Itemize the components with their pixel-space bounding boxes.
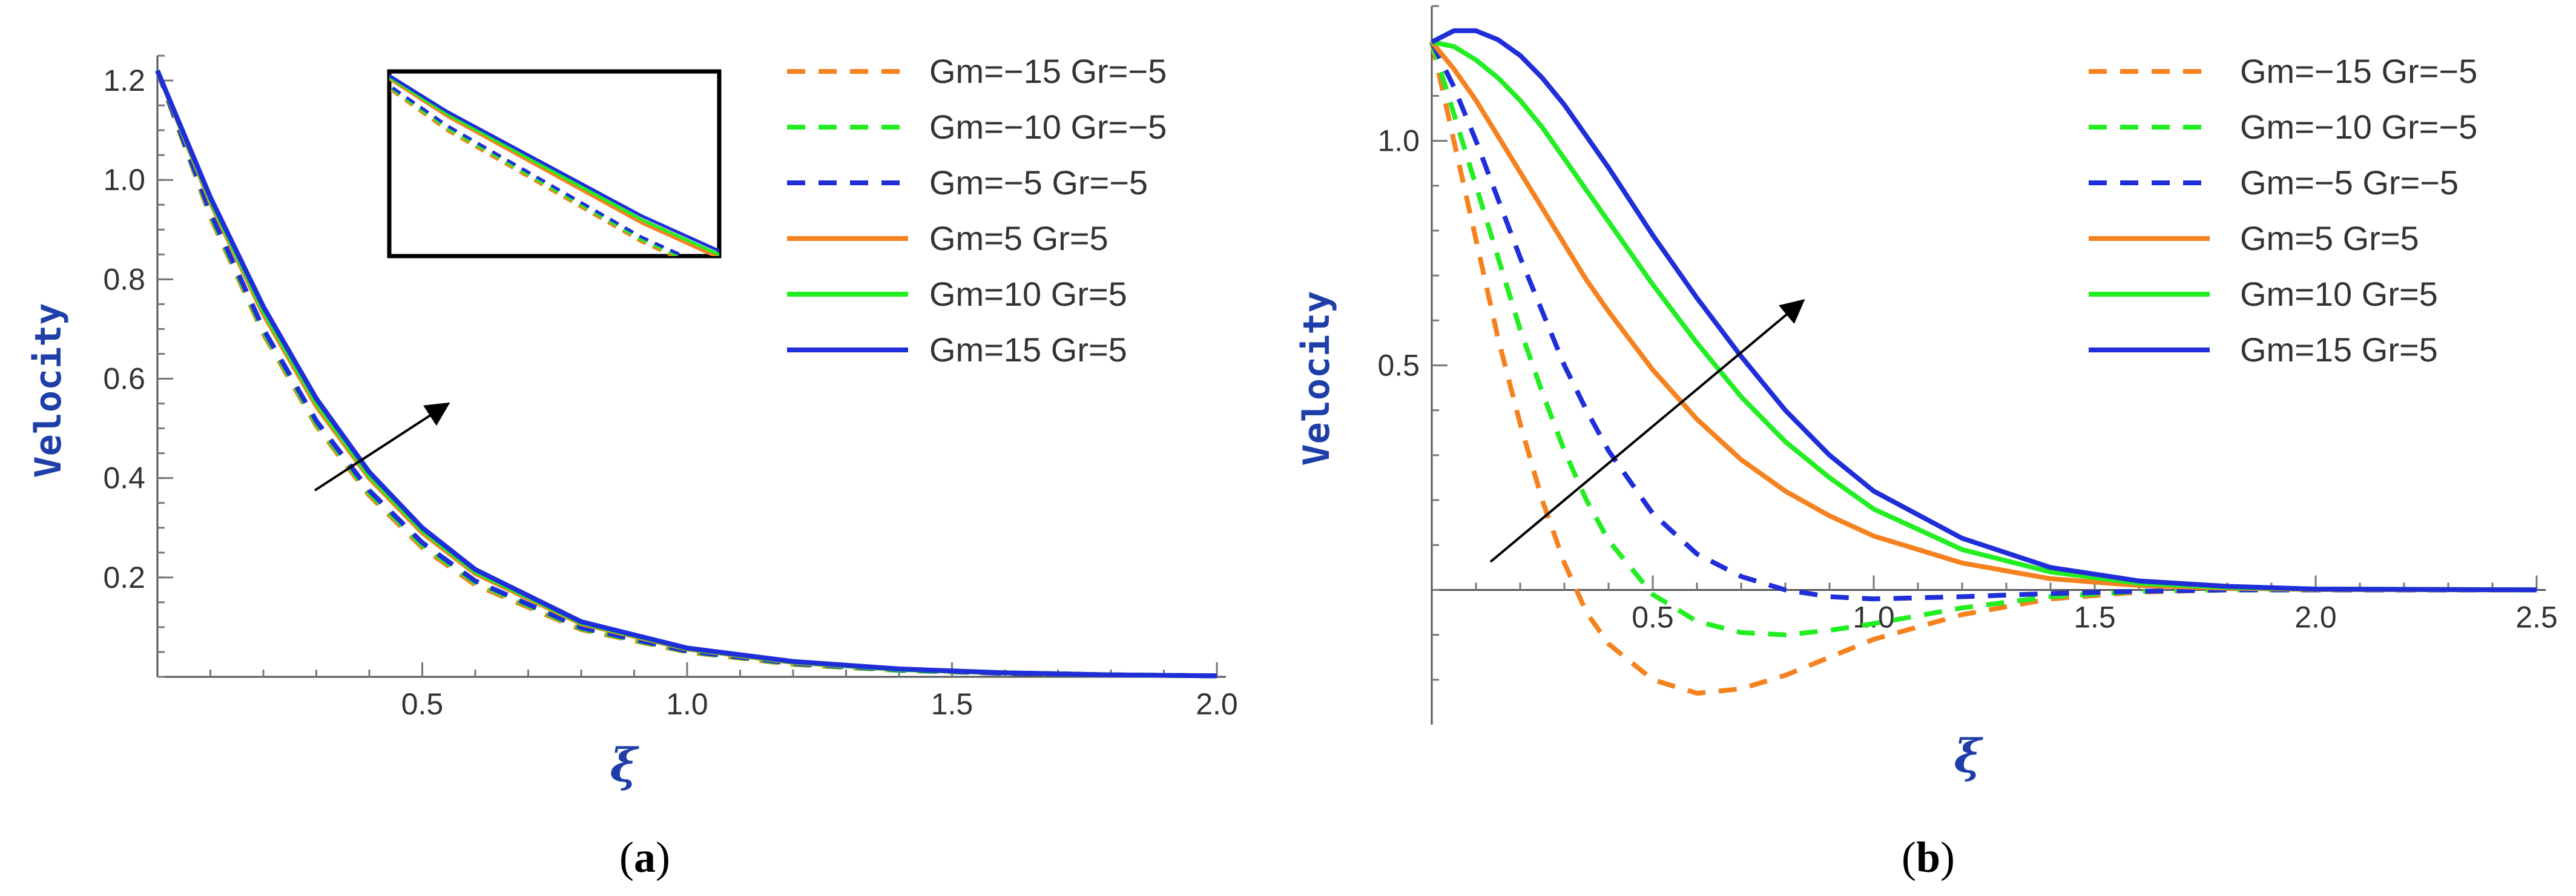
panel-a-legend-label: Gm=−15 Gr=−5 bbox=[929, 52, 1167, 90]
panel-b-caption: (b) bbox=[1902, 833, 1955, 881]
panel-a-x-axis-label: ξ bbox=[610, 738, 639, 792]
panel-a-x-tick-label: 0.5 bbox=[401, 687, 444, 721]
panel-b-x-axis-label: ξ bbox=[1954, 729, 1983, 783]
panel-b-legend-label: Gm=5 Gr=5 bbox=[2240, 219, 2419, 257]
panel-b-caption-letter: b bbox=[1916, 833, 1940, 881]
panel-a-inset-series-4-line bbox=[389, 77, 719, 256]
panel-a-y-axis-label: Velocity bbox=[27, 303, 70, 478]
panel-b-y-tick-label: 1.0 bbox=[1377, 124, 1420, 158]
panel-b-series-3-line bbox=[1429, 41, 2537, 602]
panel-a-y-tick-label: 0.4 bbox=[103, 461, 145, 495]
panel-b-y-axis-label: Velocity bbox=[1296, 291, 1338, 466]
panel-a-inset-series-6-line bbox=[389, 73, 719, 253]
panel-a-inset-series-5-line bbox=[389, 75, 719, 256]
panel-b-trend-arrow bbox=[1489, 299, 1805, 563]
panel-a-inset-lines bbox=[389, 73, 719, 256]
panel-a-y-tick-label: 0.2 bbox=[103, 561, 145, 595]
panel-a-x-tick-label: 1.0 bbox=[666, 687, 708, 721]
panel-a-y-tick-label: 1.2 bbox=[103, 64, 145, 97]
panel-b-legend-label: Gm=−10 Gr=−5 bbox=[2240, 108, 2477, 146]
panel-a-x-tick-label: 1.5 bbox=[931, 687, 973, 721]
panel-b-series bbox=[1429, 28, 2537, 696]
panel-b-series-6-line bbox=[1431, 28, 2537, 593]
panel-a-legend-label: Gm=10 Gr=5 bbox=[929, 275, 1127, 313]
panel-a-inset bbox=[387, 69, 722, 259]
panel-b-x-tick-label: 2.5 bbox=[2515, 600, 2558, 634]
panel-b-legend: Gm=−15 Gr=−5 Gm=−10 Gr=−5 Gm=−5 Gr=−5 Gm=5 … bbox=[2089, 52, 2477, 369]
panel-a-series-6-line bbox=[155, 70, 1217, 679]
panel-a-inset-series-2-line bbox=[389, 85, 682, 256]
panel-b-series-1-line bbox=[1429, 41, 2537, 696]
panel-a-inset-series-3-line bbox=[389, 84, 688, 256]
panel-b-legend-label: Gm=15 Gr=5 bbox=[2240, 331, 2438, 369]
panel-b-x-tick-label: 1.0 bbox=[1853, 600, 1895, 634]
panel-a-legend-label: Gm=5 Gr=5 bbox=[929, 219, 1108, 257]
panel-b: 0.5 1.0 1.5 2.0 2.5 0.5 1.0 Velocity ξ Gm=−15 … bbox=[1296, 5, 2558, 881]
panel-b-legend-label: Gm=−5 Gr=−5 bbox=[2240, 163, 2459, 202]
panel-a-y-tick-label: 0.8 bbox=[103, 262, 145, 296]
panel-b-legend-label: Gm=−15 Gr=−5 bbox=[2240, 52, 2477, 90]
panel-a-caption: (a) bbox=[619, 833, 670, 881]
panel-b-series-4-line bbox=[1429, 40, 2537, 593]
panel-a-legend-label: Gm=−5 Gr=−5 bbox=[929, 163, 1148, 202]
panel-a-trend-arrow bbox=[314, 402, 450, 492]
panel-a-ticks: 0.5 1.0 1.5 2.0 0.2 0.4 0.6 0.8 1.0 1.2 bbox=[103, 54, 1238, 721]
panel-b-x-tick-label: 1.5 bbox=[2074, 600, 2116, 634]
panel-a-y-tick-label: 0.6 bbox=[103, 362, 145, 396]
panel-b-x-tick-label: 0.5 bbox=[1632, 600, 1674, 634]
panel-a-legend-label: Gm=15 Gr=5 bbox=[929, 331, 1127, 369]
panel-a-caption-letter: a bbox=[634, 833, 656, 881]
panel-a: 0.5 1.0 1.5 2.00.20.40.60.81.01.2 Velocity … bbox=[27, 52, 1238, 881]
panel-b-y-tick-label: 0.5 bbox=[1377, 349, 1420, 383]
panel-b-legend-label: Gm=10 Gr=5 bbox=[2240, 275, 2438, 313]
panel-a-legend: Gm=−15 Gr=−5 Gm=−10 Gr=−5 Gm=−5 Gr=−5 Gm=5 … bbox=[787, 52, 1167, 369]
panel-b-series-5-line bbox=[1431, 39, 2537, 593]
panel-a-legend-label: Gm=−10 Gr=−5 bbox=[929, 108, 1167, 146]
panel-a-x-tick-label: 2.0 bbox=[1196, 687, 1238, 721]
panel-a-y-tick-label: 1.0 bbox=[103, 163, 145, 197]
panel-b-x-tick-label: 2.0 bbox=[2294, 600, 2337, 634]
panel-a-series bbox=[155, 70, 1217, 679]
